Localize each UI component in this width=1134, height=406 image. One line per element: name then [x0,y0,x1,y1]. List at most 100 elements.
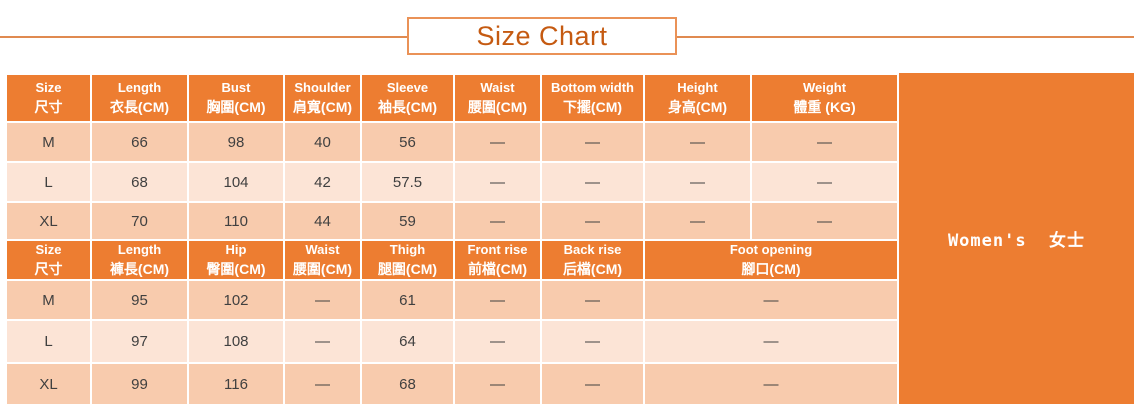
size-table: Size 尺寸 Length 衣長(CM) Bust 胸圍(CM) Should… [5,73,899,406]
header-zh: 身高(CM) [667,99,728,116]
value-cell: — [643,201,752,241]
col-header-pants-length: Length 褲長(CM) [90,239,189,281]
value-cell: — [453,362,542,406]
col-header-shoulder: Shoulder 肩寬(CM) [283,73,362,123]
col-header-hip: Hip 臀圍(CM) [187,239,285,281]
value-cell: — [750,201,899,241]
header-zh: 腰圍(CM) [292,261,353,278]
page-title: Size Chart [476,20,608,51]
col-header-foot-opening: Foot opening 腳口(CM) [643,239,899,281]
value-cell: 102 [187,279,285,321]
col-header-length: Length 衣長(CM) [90,73,189,123]
garment-header-row: Size 尺寸 Length 衣長(CM) Bust 胸圍(CM) Should… [5,73,899,123]
value-cell: 70 [90,201,189,241]
value-cell: 56 [360,121,455,163]
header-en: Front rise [467,242,528,258]
value-cell: 104 [187,161,285,203]
value-cell: 108 [187,319,285,364]
header-zh: 肩寬(CM) [292,99,353,116]
title-box: Size Chart [407,17,677,55]
value-cell: — [540,319,645,364]
header-zh: 腰圍(CM) [467,99,528,116]
header-zh: 尺寸 [34,261,63,278]
value-cell: — [643,319,899,364]
value-cell: — [643,121,752,163]
value-cell: — [540,362,645,406]
womens-label: Women's 女士 [947,231,1086,251]
header-en: Height [677,80,718,96]
value-cell: — [283,279,362,321]
table-row: L 97 108 — 64 — — — [5,319,899,364]
value-cell: 64 [360,319,455,364]
value-cell: — [750,161,899,203]
col-header-size: Size 尺寸 [5,73,92,123]
header-en: Bust [221,80,251,96]
size-cell: XL [5,362,92,406]
col-header-bust: Bust 胸圍(CM) [187,73,285,123]
col-header-pants-waist: Waist 腰圍(CM) [283,239,362,281]
value-cell: 61 [360,279,455,321]
size-cell: L [5,319,92,364]
header-en: Sleeve [386,80,429,96]
table-row: XL 70 110 44 59 — — — — [5,201,899,241]
value-cell: — [643,161,752,203]
col-header-size: Size 尺寸 [5,239,92,281]
size-chart-body: Size 尺寸 Length 衣長(CM) Bust 胸圍(CM) Should… [5,73,1134,406]
value-cell: 68 [90,161,189,203]
value-cell: 68 [360,362,455,406]
header-zh: 尺寸 [34,99,63,116]
header-en: Bottom width [550,80,635,96]
header-zh: 前檔(CM) [467,261,528,278]
value-cell: — [540,201,645,241]
value-cell: — [540,121,645,163]
value-cell: 40 [283,121,362,163]
header-zh: 下擺(CM) [562,99,623,116]
value-cell: — [453,279,542,321]
col-header-waist: Waist 腰圍(CM) [453,73,542,123]
value-cell: — [283,362,362,406]
col-header-thigh: Thigh 腿圍(CM) [360,239,455,281]
value-cell: 44 [283,201,362,241]
value-cell: — [643,279,899,321]
col-header-bottom-width: Bottom width 下擺(CM) [540,73,645,123]
header-en: Thigh [389,242,426,258]
value-cell: — [453,161,542,203]
header-en: Weight [802,80,847,96]
value-cell: 97 [90,319,189,364]
value-cell: 98 [187,121,285,163]
header-zh: 胸圍(CM) [206,99,266,116]
header-en: Waist [305,242,340,258]
header-en: Length [117,242,162,258]
header-zh: 體重 (KG) [793,99,856,116]
header-en: Length [117,80,162,96]
value-cell: 99 [90,362,189,406]
value-cell: 116 [187,362,285,406]
header-zh: 腳口(CM) [741,261,801,278]
value-cell: — [453,201,542,241]
value-cell: — [540,279,645,321]
womens-side-panel: Women's 女士 [899,73,1134,404]
header-zh: 褲長(CM) [109,261,170,278]
value-cell: — [453,319,542,364]
value-cell: — [750,121,899,163]
header-zh: 袖長(CM) [377,99,438,116]
value-cell: 95 [90,279,189,321]
table-row: M 66 98 40 56 — — — — [5,121,899,163]
value-cell: 42 [283,161,362,203]
header-zh: 腿圍(CM) [377,261,438,278]
value-cell: 66 [90,121,189,163]
size-cell: M [5,279,92,321]
size-cell: M [5,121,92,163]
pants-header-row: Size 尺寸 Length 褲長(CM) Hip 臀圍(CM) Waist 腰… [5,239,899,281]
header-zh: 臀圍(CM) [206,261,266,278]
header-zh: 衣長(CM) [109,99,170,116]
value-cell: — [283,319,362,364]
value-cell: — [453,121,542,163]
col-header-back-rise: Back rise 后檔(CM) [540,239,645,281]
header-en: Waist [480,80,515,96]
header-zh: 后檔(CM) [562,261,623,278]
table-row: M 95 102 — 61 — — — [5,279,899,321]
size-cell: L [5,161,92,203]
value-cell: 110 [187,201,285,241]
col-header-height: Height 身高(CM) [643,73,752,123]
